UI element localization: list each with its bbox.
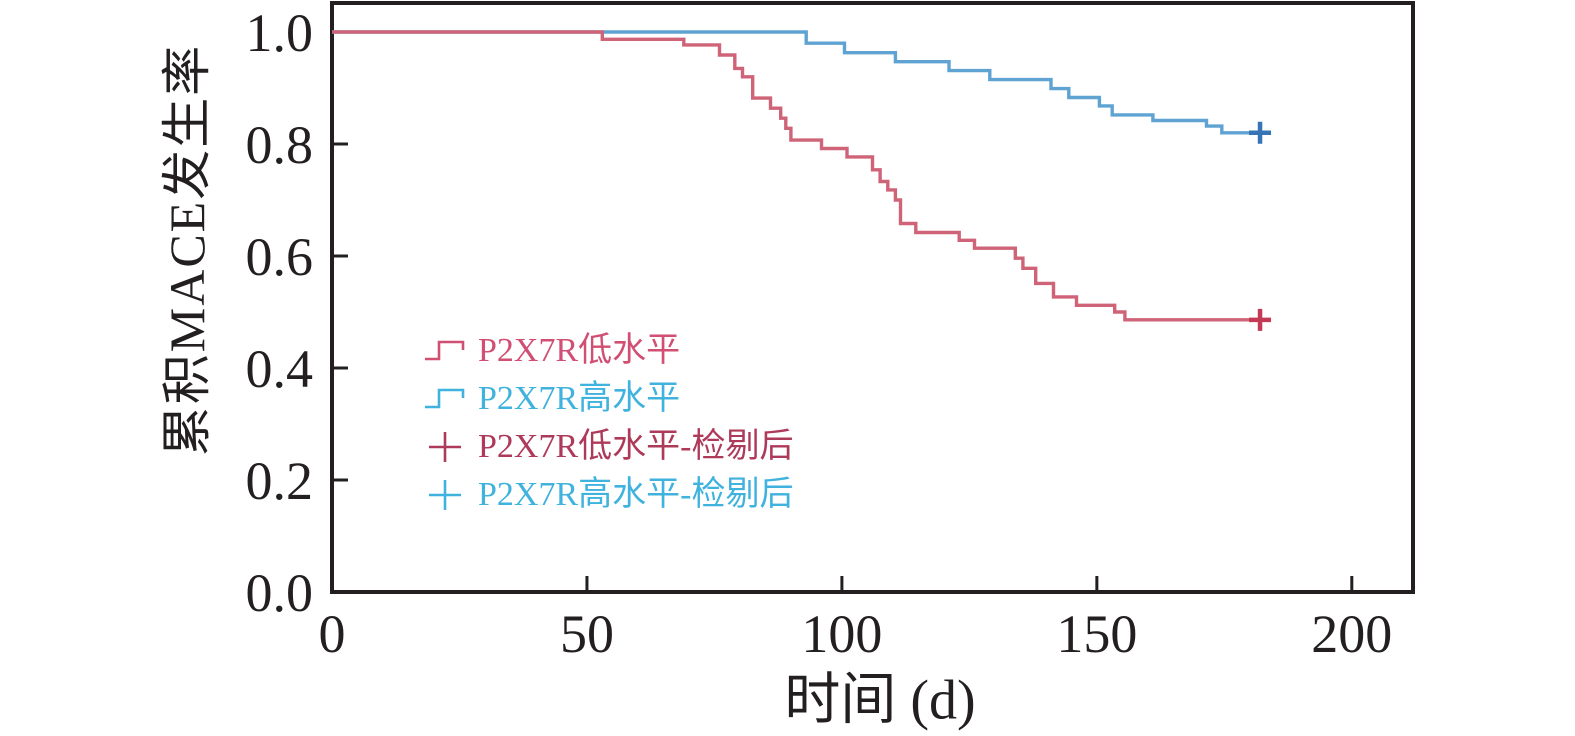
legend-item-label: P2X7R低水平-检剔后 — [478, 428, 794, 465]
y-axis-title: 累积MACE发生率 — [159, 43, 215, 457]
svg-text:0.6: 0.6 — [246, 227, 314, 287]
legend-plus-marker-icon — [429, 432, 461, 462]
legend-step-marker-icon — [425, 340, 465, 361]
legend-item-label: P2X7R高水平 — [478, 380, 681, 417]
svg-text:0: 0 — [319, 604, 346, 664]
legend-item: P2X7R高水平 — [424, 375, 793, 423]
legend-item: P2X7R低水平 — [424, 327, 793, 375]
legend-plus-marker-icon — [429, 480, 461, 510]
svg-text:0.4: 0.4 — [246, 339, 314, 399]
legend: P2X7R低水平 P2X7R高水平 P2X7R低水平-检剔后 P2X7R高水平-… — [424, 327, 793, 519]
legend-item: P2X7R高水平-检剔后 — [424, 471, 793, 519]
svg-text:50: 50 — [560, 604, 614, 664]
svg-text:100: 100 — [801, 604, 882, 664]
svg-text:150: 150 — [1056, 604, 1137, 664]
legend-item-label: P2X7R低水平 — [478, 332, 681, 369]
svg-text:200: 200 — [1311, 604, 1392, 664]
legend-item: P2X7R低水平-检剔后 — [424, 423, 793, 471]
legend-step-marker-icon — [425, 388, 465, 409]
svg-text:1.0: 1.0 — [246, 3, 314, 63]
svg-text:0.0: 0.0 — [246, 563, 314, 623]
legend-item-label: P2X7R高水平-检剔后 — [478, 476, 794, 513]
x-axis-title: 时间 (d) — [784, 669, 976, 732]
svg-text:0.8: 0.8 — [246, 115, 314, 175]
svg-text:0.2: 0.2 — [246, 451, 314, 511]
